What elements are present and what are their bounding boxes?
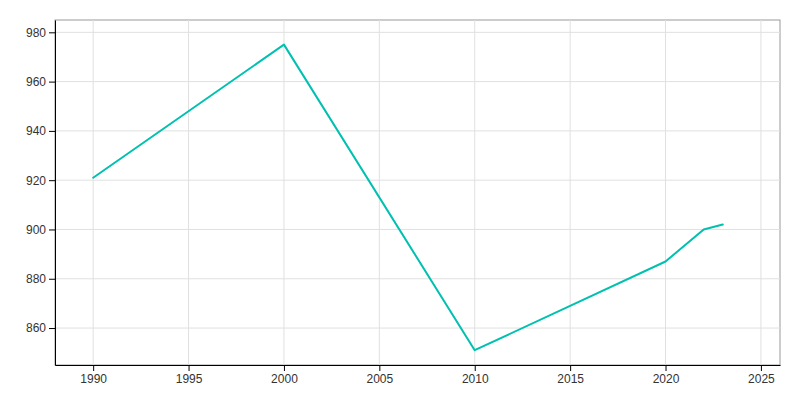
tick: 2005	[366, 365, 393, 386]
tick-mark	[761, 365, 762, 371]
tick-label: 940	[26, 124, 46, 138]
grid-line-x	[665, 20, 666, 365]
tick: 2020	[653, 365, 680, 386]
tick-label: 900	[26, 223, 46, 237]
axis-line	[55, 21, 56, 366]
tick: 1990	[80, 365, 107, 386]
tick: 860	[26, 321, 55, 335]
tick-mark	[49, 328, 55, 329]
tick-label: 860	[26, 321, 46, 335]
grid-line-y	[55, 81, 780, 82]
grid-line-x	[283, 20, 284, 365]
marks	[93, 45, 723, 351]
plot-frame	[55, 20, 780, 365]
grid-line-x	[379, 20, 380, 365]
tick-label: 2025	[748, 372, 775, 386]
tick: 960	[26, 75, 55, 89]
x-axis: 1990 1995 2000 2005 2010 2015 2020 2025	[56, 365, 781, 386]
tick-label: 2000	[271, 372, 298, 386]
chart: 1990 1995 2000 2005 2010 2015 2020 2025 860 880 90…	[0, 0, 800, 400]
tick: 2010	[462, 365, 489, 386]
grid-line-x	[760, 20, 761, 365]
tick-mark	[379, 365, 380, 371]
tick: 1995	[176, 365, 203, 386]
grid-line-x	[570, 20, 571, 365]
grid	[55, 20, 780, 365]
plot-area: 1990 1995 2000 2005 2010 2015 2020 2025 860 880 90…	[26, 20, 781, 386]
tick-mark	[49, 229, 55, 230]
tick-label: 2010	[462, 372, 489, 386]
tick-mark	[666, 365, 667, 371]
tick-mark	[49, 279, 55, 280]
grid-line-y	[55, 180, 780, 181]
tick-mark	[49, 32, 55, 33]
tick: 900	[26, 223, 55, 237]
grid-line-x	[93, 20, 94, 365]
tick: 920	[26, 174, 55, 188]
tick-label: 1990	[80, 372, 107, 386]
tick-mark	[475, 365, 476, 371]
tick: 2015	[557, 365, 584, 386]
tick-mark	[189, 365, 190, 371]
grid-line-x	[474, 20, 475, 365]
grid-line-y	[55, 229, 780, 230]
line	[93, 45, 723, 351]
axis-line	[56, 365, 781, 366]
grid-line-y	[55, 130, 780, 131]
tick: 2000	[271, 365, 298, 386]
tick-label: 980	[26, 26, 46, 40]
tick-mark	[284, 365, 285, 371]
tick-label: 1995	[176, 372, 203, 386]
grid-line-y	[55, 278, 780, 279]
grid-line-y	[55, 328, 780, 329]
tick-mark	[570, 365, 571, 371]
tick: 980	[26, 26, 55, 40]
grid-line-y	[55, 32, 780, 33]
tick-label: 920	[26, 174, 46, 188]
tick-mark	[49, 82, 55, 83]
tick: 2025	[748, 365, 775, 386]
tick-label: 2015	[557, 372, 584, 386]
tick: 880	[26, 272, 55, 286]
tick-mark	[49, 131, 55, 132]
grid-line-x	[188, 20, 189, 365]
tick-label: 2005	[366, 372, 393, 386]
y-axis: 860 880 900 920 940 960 980	[26, 21, 56, 366]
tick-label: 2020	[653, 372, 680, 386]
tick-mark	[93, 365, 94, 371]
tick-label: 880	[26, 272, 46, 286]
tick-mark	[49, 180, 55, 181]
tick-label: 960	[26, 75, 46, 89]
tick: 940	[26, 124, 55, 138]
